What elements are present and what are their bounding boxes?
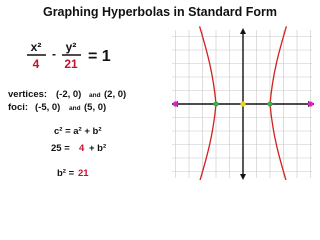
focus: (5, 0): [84, 102, 106, 113]
slide: Graphing Hyperbolas in Standard Form x² …: [8, 5, 314, 182]
a-squared: 4: [79, 143, 85, 154]
joiner: and: [89, 92, 101, 99]
y-numerator: y²: [66, 40, 77, 54]
hyperbola-branch: [198, 26, 217, 182]
b-squared: 21: [78, 168, 89, 179]
y-denominator: 21: [64, 57, 78, 71]
focus: (-5, 0): [35, 102, 60, 113]
center-point: [240, 101, 246, 107]
result-left: b² =: [57, 168, 75, 179]
vertex-point: [267, 101, 273, 107]
step-rest: + b²: [89, 143, 106, 154]
joiner: and: [69, 105, 81, 112]
x-numerator: x²: [31, 40, 42, 54]
vertex: (2, 0): [104, 89, 126, 100]
focus-point: [172, 101, 179, 107]
vertex-point: [213, 101, 219, 107]
vertex: (-2, 0): [56, 89, 81, 100]
hyperbola-branch: [269, 26, 288, 182]
step-left: 25 =: [51, 143, 70, 154]
equals-one: = 1: [88, 48, 111, 65]
formula: c² = a² + b²: [54, 126, 102, 137]
title: Graphing Hyperbolas in Standard Form: [43, 5, 277, 19]
vertices-label: vertices:: [8, 89, 47, 100]
focus-point: [307, 101, 314, 107]
x-denominator: 4: [33, 57, 40, 71]
foci-label: foci:: [8, 102, 28, 113]
arrow: [240, 174, 246, 180]
minus: -: [52, 47, 56, 61]
arrow: [240, 28, 246, 34]
